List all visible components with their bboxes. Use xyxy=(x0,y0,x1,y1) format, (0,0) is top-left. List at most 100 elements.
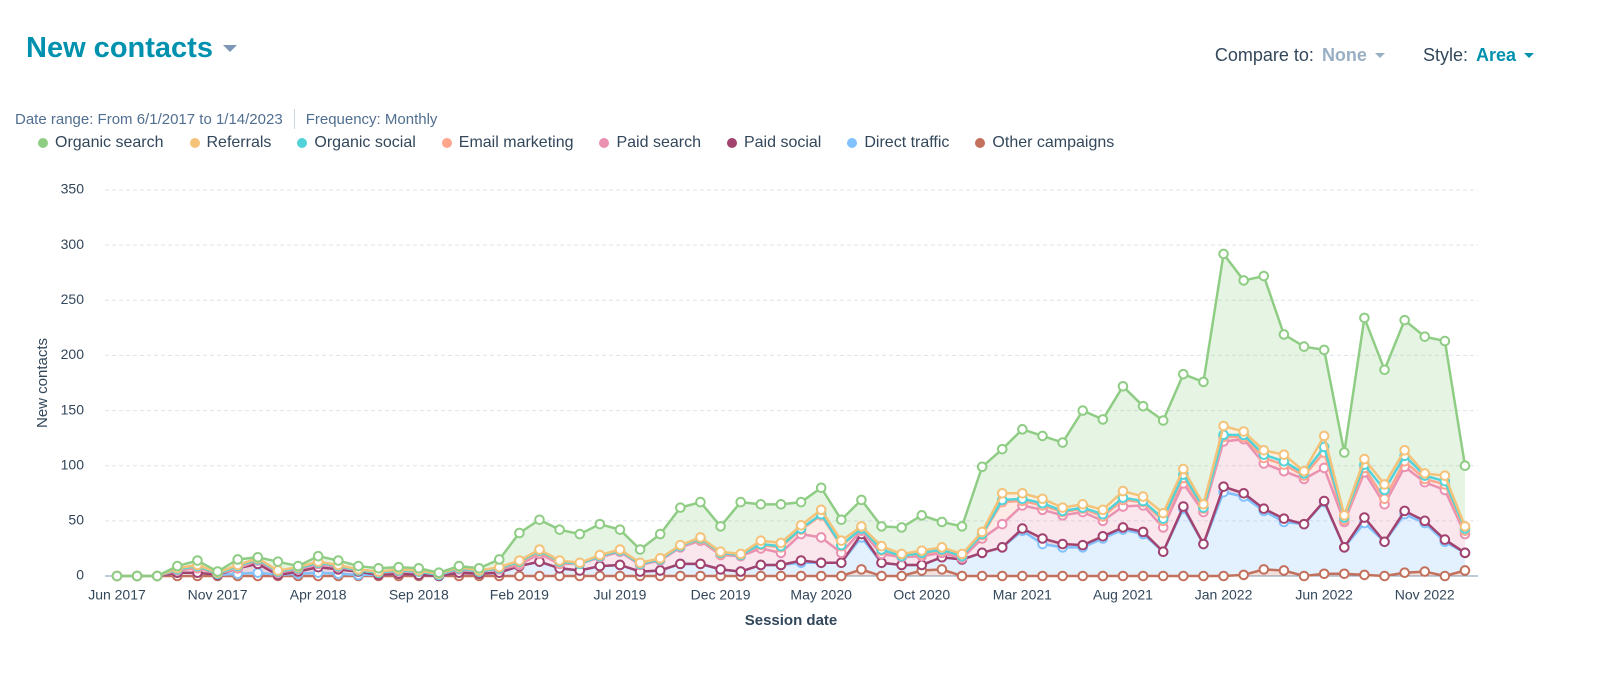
x-tick-label: Nov 2017 xyxy=(188,587,248,603)
data-point xyxy=(936,542,948,553)
data-point xyxy=(1399,567,1410,578)
data-point xyxy=(1318,430,1330,442)
data-point xyxy=(1419,566,1431,577)
data-point xyxy=(1278,329,1290,340)
data-point xyxy=(1338,510,1350,521)
data-point xyxy=(1198,538,1209,550)
data-point xyxy=(675,539,686,551)
data-point xyxy=(896,522,907,533)
data-point xyxy=(775,559,787,571)
data-point xyxy=(996,542,1008,553)
data-point xyxy=(1057,502,1068,513)
data-point xyxy=(1077,570,1089,582)
data-point xyxy=(1318,495,1330,507)
data-point xyxy=(856,521,867,532)
legend-swatch xyxy=(726,138,737,148)
data-point xyxy=(1439,534,1451,545)
data-point xyxy=(252,551,264,563)
style-dropdown[interactable]: Area xyxy=(1475,45,1516,65)
data-point xyxy=(896,548,907,560)
data-point xyxy=(1278,513,1290,524)
data-point xyxy=(1439,470,1451,481)
data-point xyxy=(1258,564,1270,575)
data-point xyxy=(996,518,1008,530)
data-point xyxy=(956,521,968,532)
data-point xyxy=(956,548,968,560)
data-point xyxy=(1137,400,1149,412)
legend-item[interactable]: Referrals xyxy=(189,134,271,152)
y-axis-label: New contacts xyxy=(34,338,51,428)
legend-item[interactable]: Direct traffic xyxy=(847,134,949,152)
data-point xyxy=(1198,499,1209,510)
data-point xyxy=(1379,570,1390,582)
data-point xyxy=(1097,570,1109,582)
y-tick-label: 250 xyxy=(61,291,85,307)
data-point xyxy=(1379,479,1390,490)
data-point xyxy=(393,561,404,573)
data-point xyxy=(292,560,304,572)
report-title[interactable]: New contacts xyxy=(26,32,237,65)
compare-dropdown[interactable]: None xyxy=(1321,45,1367,65)
data-point xyxy=(131,570,143,582)
data-point xyxy=(1258,270,1270,282)
data-point xyxy=(815,504,827,516)
data-point xyxy=(936,516,948,528)
data-point xyxy=(675,558,686,570)
data-point xyxy=(976,526,988,538)
data-point xyxy=(1238,569,1249,581)
data-point xyxy=(675,570,686,582)
data-point xyxy=(1379,493,1390,505)
data-point xyxy=(1439,570,1451,582)
x-tick-label: Nov 2022 xyxy=(1395,587,1455,603)
legend-item[interactable]: Email marketing xyxy=(441,134,573,152)
data-point xyxy=(956,570,968,582)
legend-label: Organic social xyxy=(314,134,416,151)
data-point xyxy=(1399,505,1410,517)
data-point xyxy=(775,537,787,549)
data-point xyxy=(1178,501,1189,512)
data-point xyxy=(815,557,827,569)
data-point xyxy=(1017,523,1028,534)
data-point xyxy=(514,555,525,566)
data-point xyxy=(1178,368,1189,380)
data-point xyxy=(1097,530,1109,542)
data-point xyxy=(1198,376,1209,388)
data-point xyxy=(1459,460,1471,472)
data-point xyxy=(715,546,726,558)
data-point xyxy=(1157,570,1169,582)
data-point xyxy=(151,570,163,582)
separator xyxy=(293,109,295,129)
legend-item[interactable]: Organic social xyxy=(297,134,416,152)
data-point xyxy=(312,550,324,562)
legend-item[interactable]: Paid social xyxy=(726,134,821,152)
legend-swatch xyxy=(38,138,48,148)
data-point xyxy=(1117,570,1129,582)
legend-item[interactable]: Organic search xyxy=(38,134,164,152)
legend-item[interactable]: Other campaigns xyxy=(975,134,1114,152)
data-point xyxy=(534,544,545,555)
data-point xyxy=(1218,481,1229,492)
data-point xyxy=(1057,437,1068,448)
data-point xyxy=(594,560,606,572)
data-point xyxy=(755,570,767,582)
data-point xyxy=(172,560,183,572)
data-point xyxy=(815,570,827,582)
data-point xyxy=(413,562,425,574)
data-point xyxy=(1057,538,1068,550)
data-point xyxy=(876,540,887,552)
data-point xyxy=(1037,533,1048,544)
legend-swatch xyxy=(297,138,308,148)
controls: Compare to: None Style: Area xyxy=(1215,45,1534,66)
data-point xyxy=(695,496,706,508)
data-point xyxy=(795,519,807,531)
legend-item[interactable]: Paid search xyxy=(599,134,701,152)
data-point xyxy=(775,570,787,582)
data-point xyxy=(1258,444,1270,456)
data-point xyxy=(735,548,747,560)
data-point xyxy=(1459,547,1471,559)
data-point xyxy=(1338,542,1350,553)
legend-label: Direct traffic xyxy=(864,134,950,151)
legend: Organic search Referrals Organic social Ema… xyxy=(38,134,1114,152)
data-point xyxy=(835,535,847,547)
